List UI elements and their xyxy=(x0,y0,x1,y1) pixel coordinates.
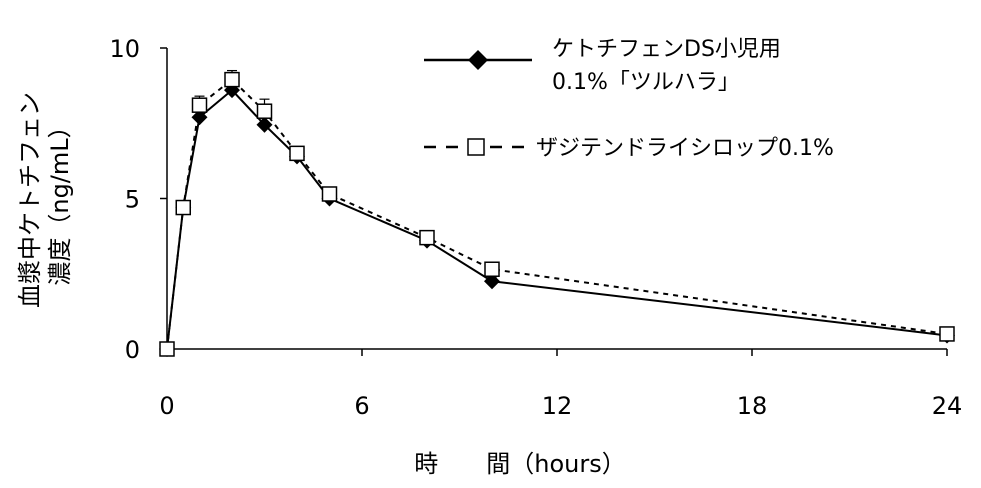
series-2-point xyxy=(289,145,305,162)
x-tick-label: 6 xyxy=(354,392,369,420)
y-axis-title-line2: 濃度（ng/mL） xyxy=(46,114,74,285)
series-2-point xyxy=(321,186,338,202)
y-axis-title-line1: 血漿中ケトチフェン xyxy=(16,92,44,308)
x-tick-label: 24 xyxy=(932,392,963,420)
series-2-point xyxy=(484,261,500,277)
y-tick-label: 5 xyxy=(125,186,140,214)
legend-series1-label-line2: 0.1%「ツルハラ」 xyxy=(552,70,740,95)
x-axis-title: 時 間（hours） xyxy=(414,450,625,478)
legend-diamond-marker xyxy=(468,50,488,70)
legend-series1-label-line1: ケトチフェンDS小児用 xyxy=(552,37,781,62)
series-2-point xyxy=(175,199,191,216)
series-1-point xyxy=(484,273,500,290)
series-2-point xyxy=(159,341,175,357)
series-2-point xyxy=(224,71,240,88)
series-2-point xyxy=(256,103,273,119)
series-1-point xyxy=(191,109,208,126)
series-2-point xyxy=(191,97,208,113)
legend-square-marker xyxy=(467,138,485,156)
legend: ケトチフェンDS小児用 0.1%「ツルハラ」 ザジテンドライシロップ0.1% xyxy=(424,37,834,161)
legend-series2-label: ザジテンドライシロップ0.1% xyxy=(536,136,834,161)
series-1-line xyxy=(166,88,948,350)
series-2-line xyxy=(166,78,948,350)
series-layer xyxy=(159,69,955,357)
series-2-point xyxy=(419,229,435,246)
y-tick-label: 0 xyxy=(125,336,140,364)
x-tick-label: 0 xyxy=(159,392,174,420)
x-tick-label: 18 xyxy=(737,392,768,420)
axis-ticks: 0 6 12 18 24 0 5 10 xyxy=(109,35,962,420)
y-tick-label: 10 xyxy=(109,35,140,63)
series-1-point xyxy=(256,116,273,133)
x-tick-label: 12 xyxy=(542,392,573,420)
series-2-point xyxy=(939,326,955,342)
